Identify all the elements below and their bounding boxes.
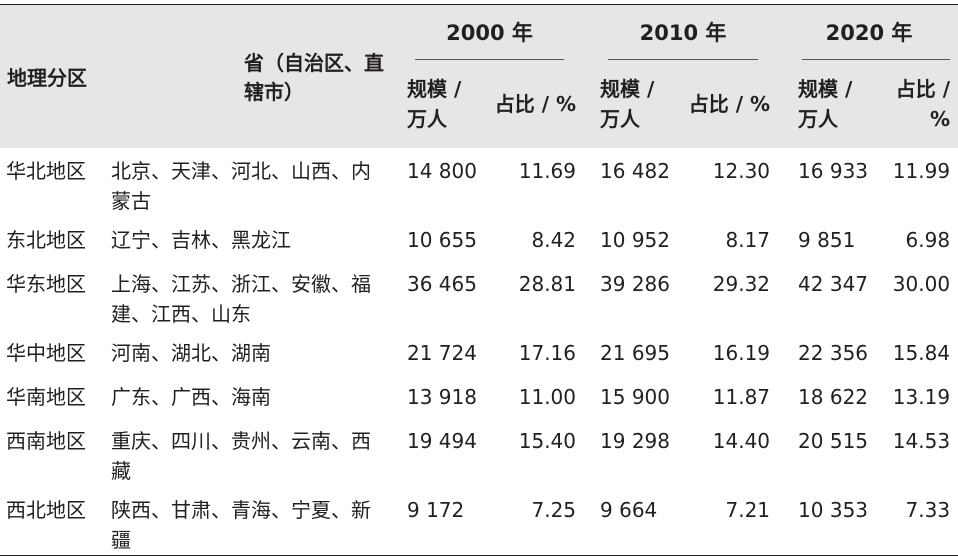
share-2020-cell: 7.33 (873, 486, 958, 556)
share-2000-cell: 11.00 (518, 384, 577, 409)
size-2000-cell: 10 655 (407, 227, 477, 252)
size-2020-cell: 10 353 (780, 486, 874, 556)
region-cell: 西南地区 (6, 428, 86, 453)
header-size-2: 规模 / 万人 (780, 59, 874, 148)
share-2020-cell: 13.19 (892, 384, 951, 409)
table-row: 华东地区 上海、江苏、浙江、安徽、福建、江西、山东 36 465 28.81 39 28… (0, 261, 958, 330)
size-2010-cell: 21 695 (600, 340, 670, 365)
share-2000-cell: 28.81 (518, 271, 577, 296)
header-row-measures: 规模 / 万人 占比 / % 规模 / 万人 占比 / % 规模 / 万人 占比 / % (0, 59, 958, 148)
size-2000-cell: 36 465 (407, 271, 477, 296)
header-share-1: 占比 / % (680, 59, 781, 148)
table-body: 华北地区 北京、天津、河北、山西、内蒙古 14 800 11.69 16 482 12.3… (0, 148, 958, 556)
region-cell: 东北地区 (6, 227, 86, 252)
header-year-2000-label: 2000 年 (446, 21, 533, 46)
share-2020-cell: 15.84 (892, 340, 951, 365)
table-row: 西北地区 陕西、甘肃、青海、宁夏、新疆 9 172 7.25 9 664 7.21 10 3… (0, 486, 958, 556)
header-year-2000: 2000 年 (393, 4, 587, 60)
size-2000-cell: 19 494 (407, 428, 477, 453)
header-size-1: 规模 / 万人 (586, 59, 681, 148)
table-row: 华南地区 广东、广西、海南 13 918 11.00 15 900 11.87 18 622… (0, 374, 958, 418)
size-2020-cell: 42 347 (798, 271, 869, 296)
header-year-2010: 2010 年 (586, 4, 781, 60)
region-cell: 华东地区 (6, 271, 86, 296)
provinces-cell: 北京、天津、河北、山西、内蒙古 (111, 158, 371, 213)
share-2010-cell: 7.21 (680, 486, 781, 556)
size-2010-cell: 16 482 (600, 158, 670, 183)
header-size-0: 规模 / 万人 (393, 59, 485, 148)
size-2010-cell: 10 952 (600, 227, 670, 252)
header-region: 地理分区 (0, 4, 111, 148)
share-2000-cell: 15.40 (518, 428, 577, 453)
provinces-cell: 辽宁、吉林、黑龙江 (111, 227, 291, 252)
header-row-years: 地理分区 省（自治区、直辖市） 2000 年 2010 年 2020 年 (0, 4, 958, 148)
size-2000-cell: 9 172 (393, 486, 485, 556)
header-share-2: 占比 / % (873, 59, 958, 148)
region-cell: 华北地区 (6, 158, 86, 183)
provinces-cell: 上海、江苏、浙江、安徽、福建、江西、山东 (111, 271, 371, 326)
size-2010-cell: 19 298 (600, 428, 670, 453)
provinces-cell: 重庆、四川、贵州、云南、西藏 (111, 428, 371, 483)
table-row: 东北地区 辽宁、吉林、黑龙江 10 655 8.42 10 952 8.17 9 851 6.… (0, 217, 958, 261)
header-province: 省（自治区、直辖市） (111, 4, 393, 148)
table-header: 地理分区 省（自治区、直辖市） 2000 年 2010 年 2020 年 规模 … (0, 4, 958, 148)
region-cell: 华中地区 (6, 340, 86, 365)
size-2010-cell: 15 900 (600, 384, 670, 409)
size-2020-cell: 9 851 (798, 227, 856, 252)
share-2020-cell: 14.53 (892, 428, 951, 453)
provinces-cell: 广东、广西、海南 (111, 384, 271, 409)
table-row: 华北地区 北京、天津、河北、山西、内蒙古 14 800 11.69 16 482 12.3… (0, 148, 958, 217)
provinces-cell: 陕西、甘肃、青海、宁夏、新疆 (111, 486, 393, 556)
header-year-2020: 2020 年 (780, 4, 958, 60)
region-cell: 华南地区 (6, 384, 86, 409)
share-2000-cell: 7.25 (485, 486, 587, 556)
share-2010-cell: 14.40 (712, 428, 771, 453)
share-2020-cell: 11.99 (892, 158, 951, 183)
size-2010-cell: 9 664 (586, 486, 681, 556)
share-2020-cell: 6.98 (905, 227, 951, 252)
share-2010-cell: 11.87 (712, 384, 771, 409)
share-2000-cell: 17.16 (518, 340, 577, 365)
share-2010-cell: 29.32 (712, 271, 771, 296)
table-row: 西南地区 重庆、四川、贵州、云南、西藏 19 494 15.40 19 298 14.40… (0, 418, 958, 487)
share-2000-cell: 11.69 (518, 158, 577, 183)
size-2000-cell: 13 918 (407, 384, 477, 409)
header-year-2020-label: 2020 年 (825, 21, 913, 46)
share-2010-cell: 12.30 (712, 158, 771, 183)
region-cell: 西北地区 (0, 486, 111, 556)
provinces-cell: 河南、湖北、湖南 (111, 340, 271, 365)
size-2020-cell: 22 356 (798, 340, 869, 365)
share-2010-cell: 16.19 (712, 340, 771, 365)
header-share-0: 占比 / % (485, 59, 587, 148)
share-2010-cell: 8.17 (725, 227, 771, 252)
size-2020-cell: 20 515 (798, 428, 869, 453)
header-year-2010-label: 2010 年 (639, 21, 727, 46)
size-2010-cell: 39 286 (600, 271, 670, 296)
share-2020-cell: 30.00 (892, 271, 951, 296)
size-2020-cell: 16 933 (798, 158, 869, 183)
size-2000-cell: 21 724 (407, 340, 477, 365)
table-row: 华中地区 河南、湖北、湖南 21 724 17.16 21 695 16.19 22 356… (0, 330, 958, 374)
share-2000-cell: 8.42 (531, 227, 577, 252)
size-2000-cell: 14 800 (407, 158, 477, 183)
population-table: 地理分区 省（自治区、直辖市） 2000 年 2010 年 2020 年 规模 … (0, 4, 958, 556)
size-2020-cell: 18 622 (798, 384, 869, 409)
